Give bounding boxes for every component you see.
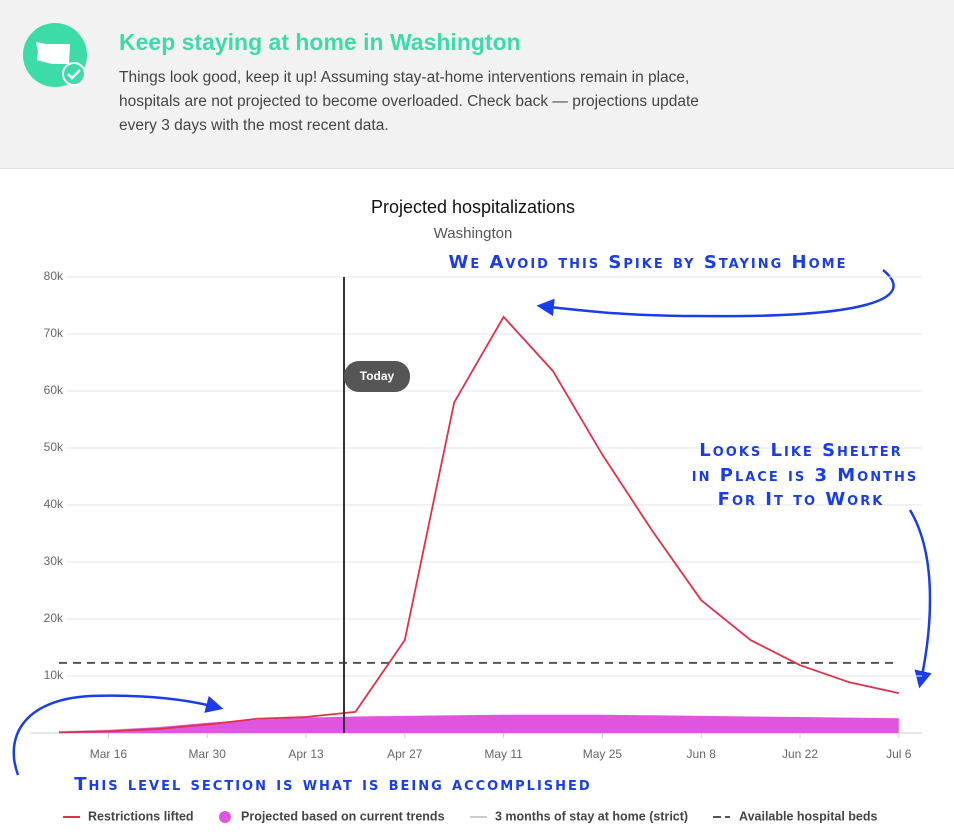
banner: Keep staying at home in Washington Thing… — [0, 0, 954, 169]
line — [58, 315, 899, 734]
text-line: hospitals are not projected to become ov… — [119, 93, 699, 110]
annotation: Looks Like Shelter — [699, 440, 902, 461]
x-tick-label: Mar 30 — [189, 747, 227, 761]
y-tick-label: 70k — [44, 326, 64, 340]
x-tick-label: Apr 13 — [288, 747, 324, 761]
x-tick-label: Mar 16 — [90, 747, 128, 761]
chart-subtitle: Washington — [434, 225, 513, 242]
y-tick-label: 10k — [44, 668, 64, 682]
legend-label: Available hospital beds — [739, 809, 878, 823]
arrows — [12, 269, 932, 776]
x-tick-label: May 25 — [583, 747, 623, 761]
chart-title: Projected hospitalizations — [371, 197, 575, 217]
y-tick-label: 50k — [44, 440, 64, 454]
legend-swatch — [219, 811, 231, 823]
legend-label: Projected based on current trends — [241, 809, 445, 823]
banner-text: Things look good, keep it up! Assuming s… — [119, 66, 699, 138]
y-tick-label: 60k — [44, 383, 64, 397]
x-tick-label: Jun 22 — [782, 747, 818, 761]
banner-title: Keep staying at home in Washington — [119, 29, 521, 55]
annotation: For It to Work — [718, 489, 885, 510]
x-tick-label: Apr 27 — [387, 747, 423, 761]
x-tick-label: Jun 8 — [687, 747, 717, 761]
legend-label: Restrictions lifted — [88, 809, 194, 823]
y-tick-label: 30k — [44, 554, 64, 568]
legend-label: 3 months of stay at home (strict) — [495, 809, 688, 823]
y-tick-label: 20k — [44, 611, 64, 625]
annotation: in Place is 3 Months — [692, 465, 918, 486]
text-line: every 3 days with the most recent data. — [119, 117, 389, 134]
text-line: Things look good, keep it up! Assuming s… — [119, 69, 690, 86]
annotation: We Avoid this Spike by Staying Home — [449, 252, 848, 273]
today-badge — [344, 361, 410, 392]
x-tick-label: Jul 6 — [886, 747, 912, 761]
y-tick-label: 80k — [44, 269, 64, 283]
x-tick-label: May 11 — [484, 747, 523, 761]
today-label: Today — [360, 369, 395, 383]
state-icon — [23, 23, 87, 87]
area — [59, 714, 899, 733]
y-tick-label: 40k — [44, 497, 64, 511]
annotation: This level section is what is being acco… — [74, 774, 591, 795]
